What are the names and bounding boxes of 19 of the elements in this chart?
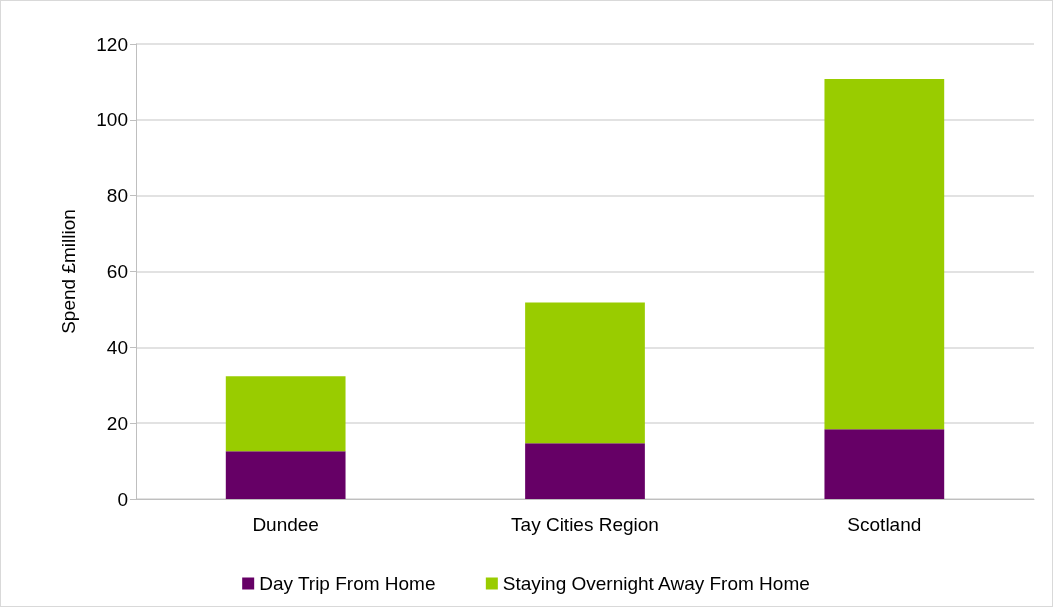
bar — [824, 78, 945, 430]
y-tick-label: 40 — [106, 336, 128, 358]
bar — [525, 443, 645, 499]
bar — [225, 376, 346, 452]
y-tick-label: 100 — [96, 109, 128, 131]
bar — [525, 302, 645, 444]
y-tick-label: 120 — [96, 33, 128, 55]
x-tick-label: Dundee — [252, 514, 319, 535]
y-tick-label: 60 — [106, 261, 128, 282]
y-tick-label: 80 — [106, 185, 128, 207]
y-tick-label: 20 — [106, 412, 128, 434]
legend-label: Day Trip From Home — [259, 573, 436, 594]
legend-label: Staying Overnight Away From Home — [502, 573, 810, 594]
x-tick-label: Tay Cities Region — [511, 514, 659, 535]
bar — [824, 429, 945, 499]
y-axis-title: Spend £million — [58, 209, 79, 334]
x-tick-label: Scotland — [847, 514, 922, 535]
y-tick-label: 0 — [117, 488, 128, 510]
bar — [225, 451, 346, 499]
